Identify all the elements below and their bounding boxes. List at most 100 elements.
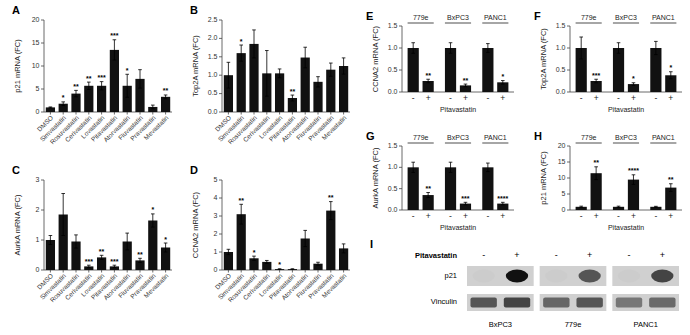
error-cap bbox=[486, 52, 490, 53]
y-tick bbox=[399, 92, 402, 93]
error-cap bbox=[411, 162, 415, 163]
plot-area bbox=[408, 162, 509, 210]
error-bar bbox=[318, 77, 319, 87]
error-bar bbox=[88, 82, 89, 89]
error-bar bbox=[152, 214, 153, 227]
y-tick bbox=[399, 146, 402, 147]
error-cap bbox=[74, 234, 78, 235]
significance-label: *** bbox=[110, 32, 118, 39]
error-cap bbox=[138, 88, 142, 89]
error-bar bbox=[292, 95, 293, 101]
y-axis-label: Top2A mRNA (FC) bbox=[539, 28, 548, 90]
error-bar bbox=[670, 72, 671, 79]
error-cap bbox=[579, 207, 583, 208]
y-tick-label: 15 bbox=[558, 158, 566, 165]
blot-band bbox=[543, 297, 569, 307]
panel-title: I bbox=[370, 238, 373, 250]
group-label: 779e bbox=[413, 14, 429, 21]
error-cap bbox=[138, 69, 142, 70]
x-tick-label: Mevastatin bbox=[142, 272, 169, 299]
x-tick bbox=[228, 112, 229, 115]
grouped-bar-panel: 05101520p21 mRNA (FC)H-**+779e-****+BxPC… bbox=[534, 130, 682, 231]
x-tick-label: - bbox=[412, 211, 415, 221]
y-tick-label: 1.0 bbox=[388, 163, 398, 170]
x-tick-label: + bbox=[500, 211, 505, 221]
y-axis-label: p21 mRNA (FC) bbox=[13, 39, 22, 93]
group-line bbox=[650, 143, 676, 144]
y-tick-label: 0.0 bbox=[388, 88, 398, 95]
bar bbox=[576, 207, 587, 210]
error-cap bbox=[227, 249, 231, 250]
error-cap bbox=[411, 172, 415, 173]
y-tick-label: 2 bbox=[36, 206, 40, 213]
error-bar bbox=[487, 163, 488, 172]
error-cap bbox=[252, 256, 256, 257]
panel-title: F bbox=[534, 10, 541, 22]
blot-band bbox=[473, 270, 495, 283]
error-cap bbox=[329, 219, 333, 220]
error-bar bbox=[413, 43, 414, 54]
x-tick bbox=[292, 270, 293, 273]
x-tick bbox=[318, 270, 319, 273]
bar bbox=[408, 167, 419, 210]
x-tick bbox=[305, 112, 306, 115]
blot-background bbox=[540, 266, 607, 286]
x-tick bbox=[101, 270, 102, 273]
error-cap bbox=[464, 86, 468, 87]
bar-panel: 012345CCNA2 mRNA (FC)DDMSO**Simvastatin*… bbox=[190, 164, 350, 303]
error-bar bbox=[50, 236, 51, 245]
error-bar bbox=[241, 45, 242, 61]
bar bbox=[423, 195, 434, 210]
y-axis: 012345 bbox=[214, 176, 222, 273]
error-bar bbox=[152, 105, 153, 109]
error-bar bbox=[76, 90, 77, 96]
error-cap bbox=[278, 77, 282, 78]
error-cap bbox=[669, 78, 673, 79]
y-tick bbox=[219, 252, 222, 253]
significance-label: *** bbox=[110, 258, 118, 265]
error-bar bbox=[165, 95, 166, 99]
error-bar bbox=[581, 37, 582, 59]
y-tick bbox=[567, 162, 570, 163]
significance-label: * bbox=[253, 249, 256, 256]
x-tick bbox=[241, 112, 242, 115]
y-tick bbox=[399, 167, 402, 168]
x-tick bbox=[140, 270, 141, 273]
y-axis: 0.00.51.01.5 bbox=[388, 22, 402, 95]
error-cap bbox=[113, 60, 117, 61]
y-tick bbox=[399, 188, 402, 189]
error-cap bbox=[239, 61, 243, 62]
y-tick bbox=[219, 198, 222, 199]
error-cap bbox=[49, 235, 53, 236]
error-bar bbox=[305, 47, 306, 68]
significance-label: *** bbox=[592, 72, 600, 79]
condition-label: + bbox=[587, 250, 592, 260]
x-axis-label: Pitavastatin bbox=[440, 106, 476, 113]
blot-band bbox=[470, 297, 496, 307]
error-cap bbox=[74, 248, 78, 249]
y-tick bbox=[567, 70, 570, 71]
bar bbox=[628, 84, 639, 92]
error-bar bbox=[127, 233, 128, 250]
group-label: BxPC3 bbox=[615, 134, 637, 141]
error-cap bbox=[594, 79, 598, 80]
bar bbox=[497, 82, 508, 92]
y-axis-line bbox=[44, 180, 45, 270]
blot-band bbox=[506, 270, 528, 283]
group-line bbox=[408, 23, 434, 24]
y-axis: 0.00.51.01.52.02.5 bbox=[208, 16, 222, 115]
y-tick bbox=[567, 92, 570, 93]
error-cap bbox=[151, 108, 155, 109]
error-bar bbox=[165, 243, 166, 252]
x-tick-label: - bbox=[654, 211, 657, 221]
y-axis: 0123 bbox=[36, 176, 44, 273]
error-cap bbox=[617, 53, 621, 54]
x-tick bbox=[292, 112, 293, 115]
bar bbox=[288, 269, 297, 270]
grouped-bar-panel: 0.00.51.01.5CCNA2 mRNA (FC)E-**+779e-**+… bbox=[366, 10, 514, 113]
y-tick bbox=[41, 180, 44, 181]
group-label: PANC1 bbox=[484, 134, 507, 141]
x-tick-label: - bbox=[486, 211, 489, 221]
y-axis-label: CCNA2 mRNA (FC) bbox=[191, 191, 200, 258]
significance-label: * bbox=[164, 236, 167, 243]
